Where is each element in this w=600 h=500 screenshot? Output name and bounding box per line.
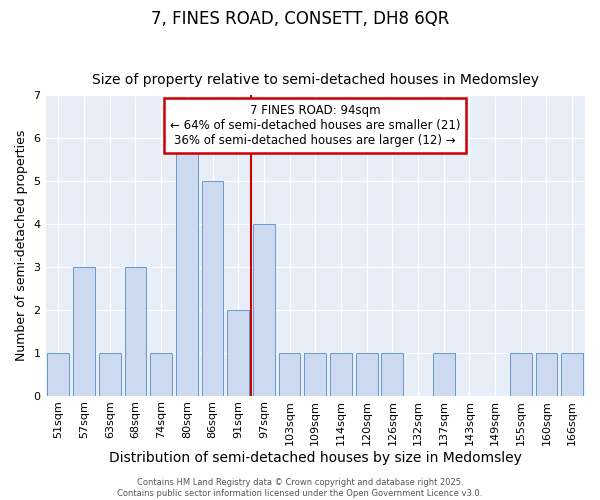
Bar [227,310,249,396]
Bar [176,138,198,396]
Bar [278,352,301,396]
Y-axis label: Number of semi-detached properties: Number of semi-detached properties [15,130,28,361]
Bar [99,352,121,396]
Bar [125,267,146,396]
X-axis label: Distribution of semi-detached houses by size in Medomsley: Distribution of semi-detached houses by … [109,451,522,465]
Bar [433,352,455,396]
Text: Contains HM Land Registry data © Crown copyright and database right 2025.
Contai: Contains HM Land Registry data © Crown c… [118,478,482,498]
Bar [561,352,583,396]
Bar [47,352,70,396]
Bar [73,267,95,396]
Bar [356,352,377,396]
Bar [202,181,223,396]
Bar [253,224,275,396]
Text: 7, FINES ROAD, CONSETT, DH8 6QR: 7, FINES ROAD, CONSETT, DH8 6QR [151,10,449,28]
Bar [304,352,326,396]
Title: Size of property relative to semi-detached houses in Medomsley: Size of property relative to semi-detach… [92,73,539,87]
Text: 7 FINES ROAD: 94sqm
← 64% of semi-detached houses are smaller (21)
36% of semi-d: 7 FINES ROAD: 94sqm ← 64% of semi-detach… [170,104,461,147]
Bar [536,352,557,396]
Bar [510,352,532,396]
Bar [382,352,403,396]
Bar [330,352,352,396]
Bar [150,352,172,396]
